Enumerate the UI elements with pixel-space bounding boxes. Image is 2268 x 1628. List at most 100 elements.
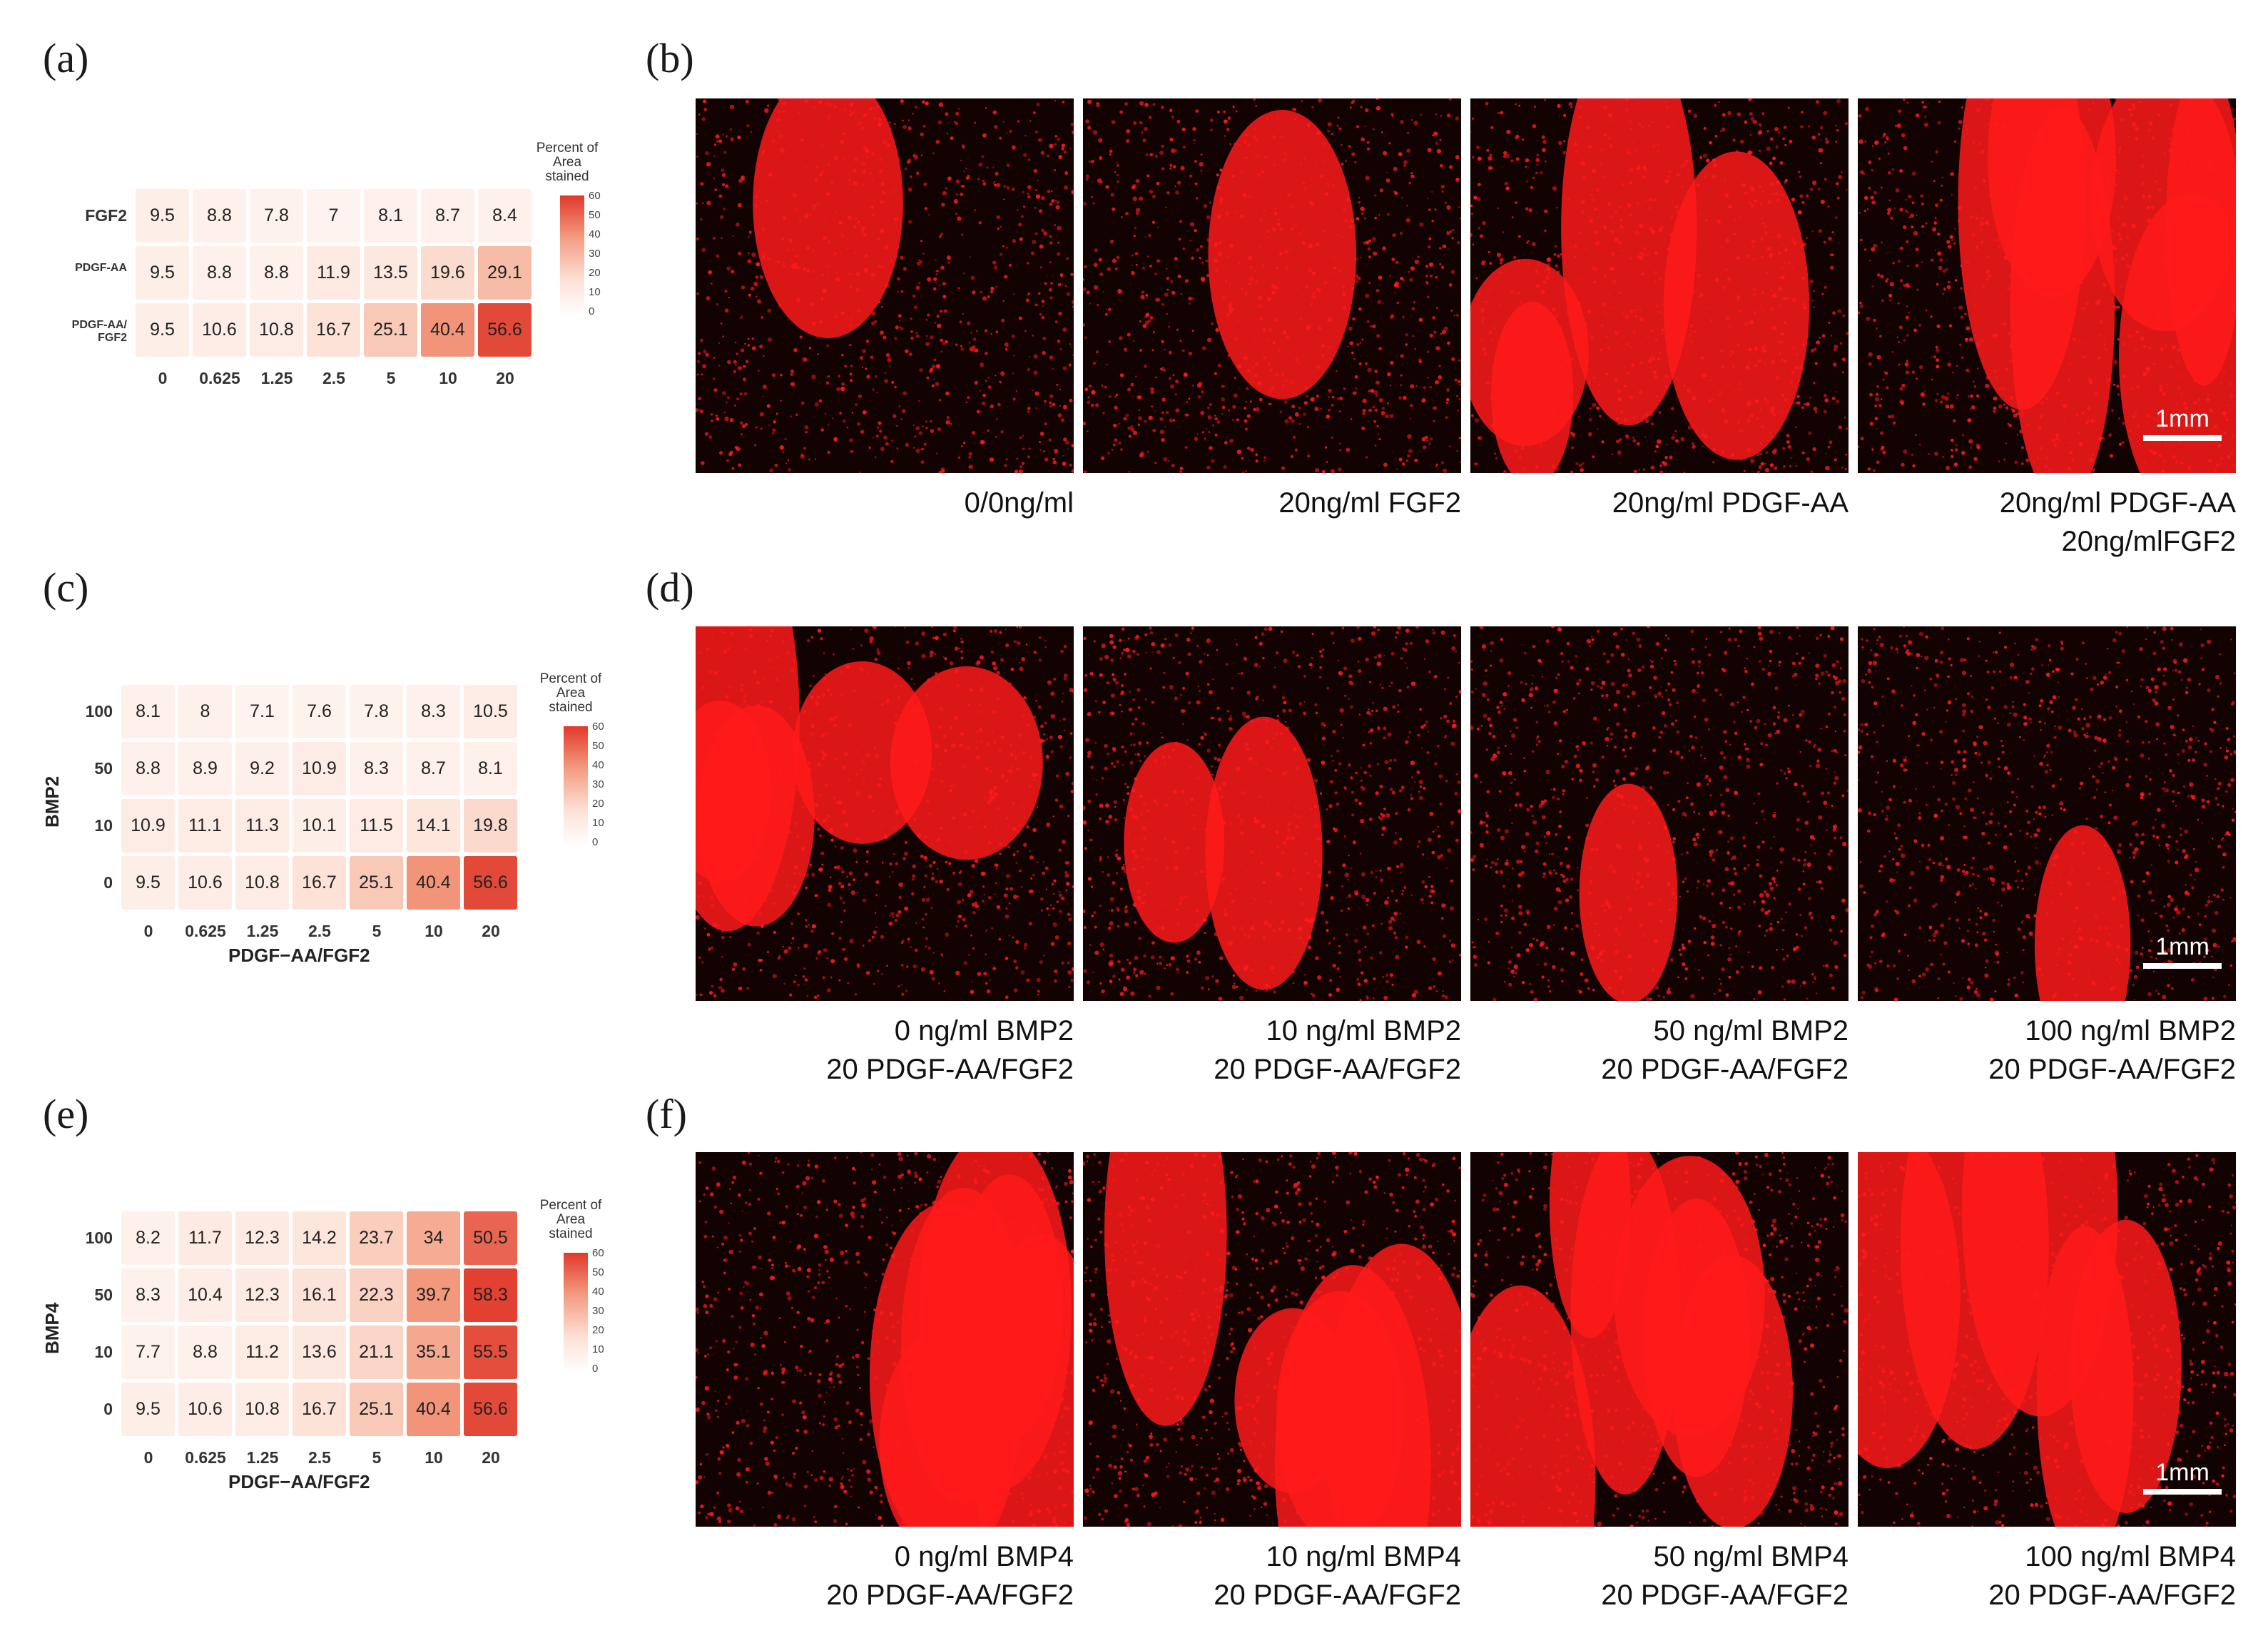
heatmap-cell: 39.7 — [407, 1268, 460, 1322]
heatmap-cell: 22.3 — [350, 1268, 403, 1322]
heatmap-cell: 11.3 — [235, 799, 289, 853]
caption-line: 100 ng/ml BMP2 — [2025, 1015, 2236, 1047]
y-tick-label: PDGF-AA/ FGF2 — [71, 319, 127, 344]
micrograph-caption: 10 ng/ml BMP2 20 PDGF-AA/FGF2 — [1062, 1012, 1461, 1089]
heatmap-cell: 29.1 — [478, 246, 532, 300]
heatmap-cell: 25.1 — [350, 1383, 403, 1436]
heatmap-cell: 56.6 — [464, 1383, 517, 1436]
heatmap-cell: 25.1 — [350, 856, 403, 910]
x-tick-label: 5 — [372, 922, 382, 940]
x-tick-label: 0 — [158, 369, 168, 387]
heatmap-cell: 55.5 — [464, 1326, 517, 1379]
heatmap-cell: 25.1 — [364, 303, 417, 357]
y-axis-title: BMP2 — [41, 775, 63, 828]
heatmap-cell: 8.1 — [121, 685, 175, 738]
panel-label-a: (a) — [43, 35, 89, 81]
caption-line: 100 ng/ml BMP4 — [2025, 1541, 2236, 1572]
heatmap-cell: 16.7 — [307, 303, 360, 357]
caption-line: 20 PDGF-AA/FGF2 — [826, 1054, 1074, 1085]
heatmap-cell: 12.3 — [235, 1211, 289, 1265]
heatmap-cell: 8.3 — [407, 685, 460, 738]
heatmap-cell: 8.7 — [421, 189, 474, 243]
heatmap-cell: 10.8 — [235, 856, 289, 910]
caption-line: 20 PDGF-AA/FGF2 — [1601, 1579, 1849, 1611]
y-tick-label: 50 — [94, 759, 113, 778]
micrograph-caption: 0 ng/ml BMP4 20 PDGF-AA/FGF2 — [674, 1537, 1074, 1614]
heatmap-cell: 9.2 — [235, 742, 289, 795]
x-tick-label: 0.625 — [185, 1448, 226, 1467]
heatmap-cell: 8.1 — [364, 189, 417, 243]
legend-tick: 20 — [592, 1324, 604, 1336]
micrograph-caption: 20ng/ml PDGF-AA 20ng/mlFGF2 — [1836, 484, 2236, 561]
y-tick-label: 0 — [103, 1400, 113, 1418]
y-tick-label: 10 — [94, 1343, 113, 1361]
micrograph-image — [696, 1152, 1074, 1527]
heatmap-cell: 35.1 — [407, 1326, 460, 1379]
y-tick-label: 50 — [94, 1286, 113, 1304]
caption-line: 20ng/ml PDGF-AA — [1999, 487, 2236, 519]
x-tick-label: 10 — [424, 1448, 443, 1467]
caption-line: 20ng/ml FGF2 — [1278, 487, 1461, 519]
caption-line: 10 ng/ml BMP4 — [1266, 1541, 1461, 1572]
heatmap-cell: 13.6 — [293, 1326, 346, 1379]
micrograph-caption: 50 ng/ml BMP2 20 PDGF-AA/FGF2 — [1449, 1012, 1849, 1089]
panel-label-b: (b) — [646, 35, 694, 81]
heatmap-cell: 16.7 — [293, 856, 346, 910]
scale-bar-label: 1mm — [2155, 1459, 2209, 1486]
heatmap-cell: 8.4 — [478, 189, 532, 243]
y-tick-label: FGF2 — [85, 206, 127, 225]
heatmap-cell: 10.8 — [250, 303, 303, 357]
caption-line: 20ng/mlFGF2 — [2061, 526, 2236, 557]
legend-tick: 30 — [592, 778, 604, 790]
caption-line: 20 PDGF-AA/FGF2 — [1988, 1054, 2236, 1085]
heatmap-cell: 10.9 — [293, 742, 346, 795]
panel-label-f: (f) — [646, 1091, 687, 1137]
micrograph-caption: 0/0ng/ml — [674, 484, 1074, 522]
heatmap-cell: 9.5 — [121, 856, 175, 910]
heatmap-cell: 11.1 — [178, 799, 232, 853]
legend-tick: 20 — [592, 798, 604, 810]
legend-tick: 0 — [589, 305, 595, 317]
heatmap-cell: 10.6 — [193, 303, 246, 357]
heatmap-cell: 11.9 — [307, 246, 360, 300]
heatmap-cell: 14.2 — [293, 1211, 346, 1265]
legend-tick: 20 — [589, 267, 601, 279]
x-tick-label: 10 — [439, 369, 457, 387]
heatmap-cell: 10.8 — [235, 1383, 289, 1436]
heatmap-cell: 56.6 — [464, 856, 517, 910]
x-tick-label: 2.5 — [308, 1448, 331, 1467]
micrograph-image — [1083, 98, 1461, 473]
legend-tick: 40 — [592, 759, 604, 771]
heatmap-cell: 10.4 — [178, 1268, 232, 1322]
micrograph-image — [1470, 1152, 1849, 1527]
heatmap-cell: 12.3 — [235, 1268, 289, 1322]
x-tick-label: 0 — [143, 1448, 153, 1467]
caption-line: 20 PDGF-AA/FGF2 — [1214, 1579, 1461, 1611]
scale-bar-label: 1mm — [2155, 933, 2209, 960]
micrograph-image: 1mm — [1858, 626, 2236, 1001]
legend-tick: 40 — [592, 1286, 604, 1298]
x-tick-label: 20 — [482, 1448, 500, 1467]
heatmap-cell: 7.6 — [293, 685, 346, 738]
heatmap-cell: 40.4 — [407, 856, 460, 910]
legend-tick: 50 — [592, 1266, 604, 1278]
heatmap-cell: 7 — [307, 189, 360, 243]
caption-line: 20ng/ml PDGF-AA — [1612, 487, 1849, 519]
legend-tick: 10 — [592, 817, 604, 829]
micrograph-caption: 50 ng/ml BMP4 20 PDGF-AA/FGF2 — [1449, 1537, 1849, 1614]
legend-color-bar — [560, 195, 584, 315]
heatmap-cell: 8.1 — [464, 742, 517, 795]
legend-color-bar — [564, 726, 588, 846]
x-tick-label: 2.5 — [308, 922, 331, 940]
heatmap-cell: 8.3 — [350, 742, 403, 795]
x-tick-label: 2.5 — [322, 369, 345, 387]
heatmap-cell: 9.5 — [136, 303, 189, 357]
heatmap-cell: 9.5 — [136, 246, 189, 300]
micrograph-caption: 10 ng/ml BMP4 20 PDGF-AA/FGF2 — [1062, 1537, 1461, 1614]
x-tick-label: 0 — [143, 922, 153, 940]
scale-bar — [2143, 1489, 2222, 1495]
legend-tick: 50 — [589, 209, 601, 221]
legend-tick: 60 — [592, 1247, 604, 1259]
legend-tick: 30 — [589, 248, 601, 260]
caption-line: 10 ng/ml BMP2 — [1266, 1015, 1461, 1047]
